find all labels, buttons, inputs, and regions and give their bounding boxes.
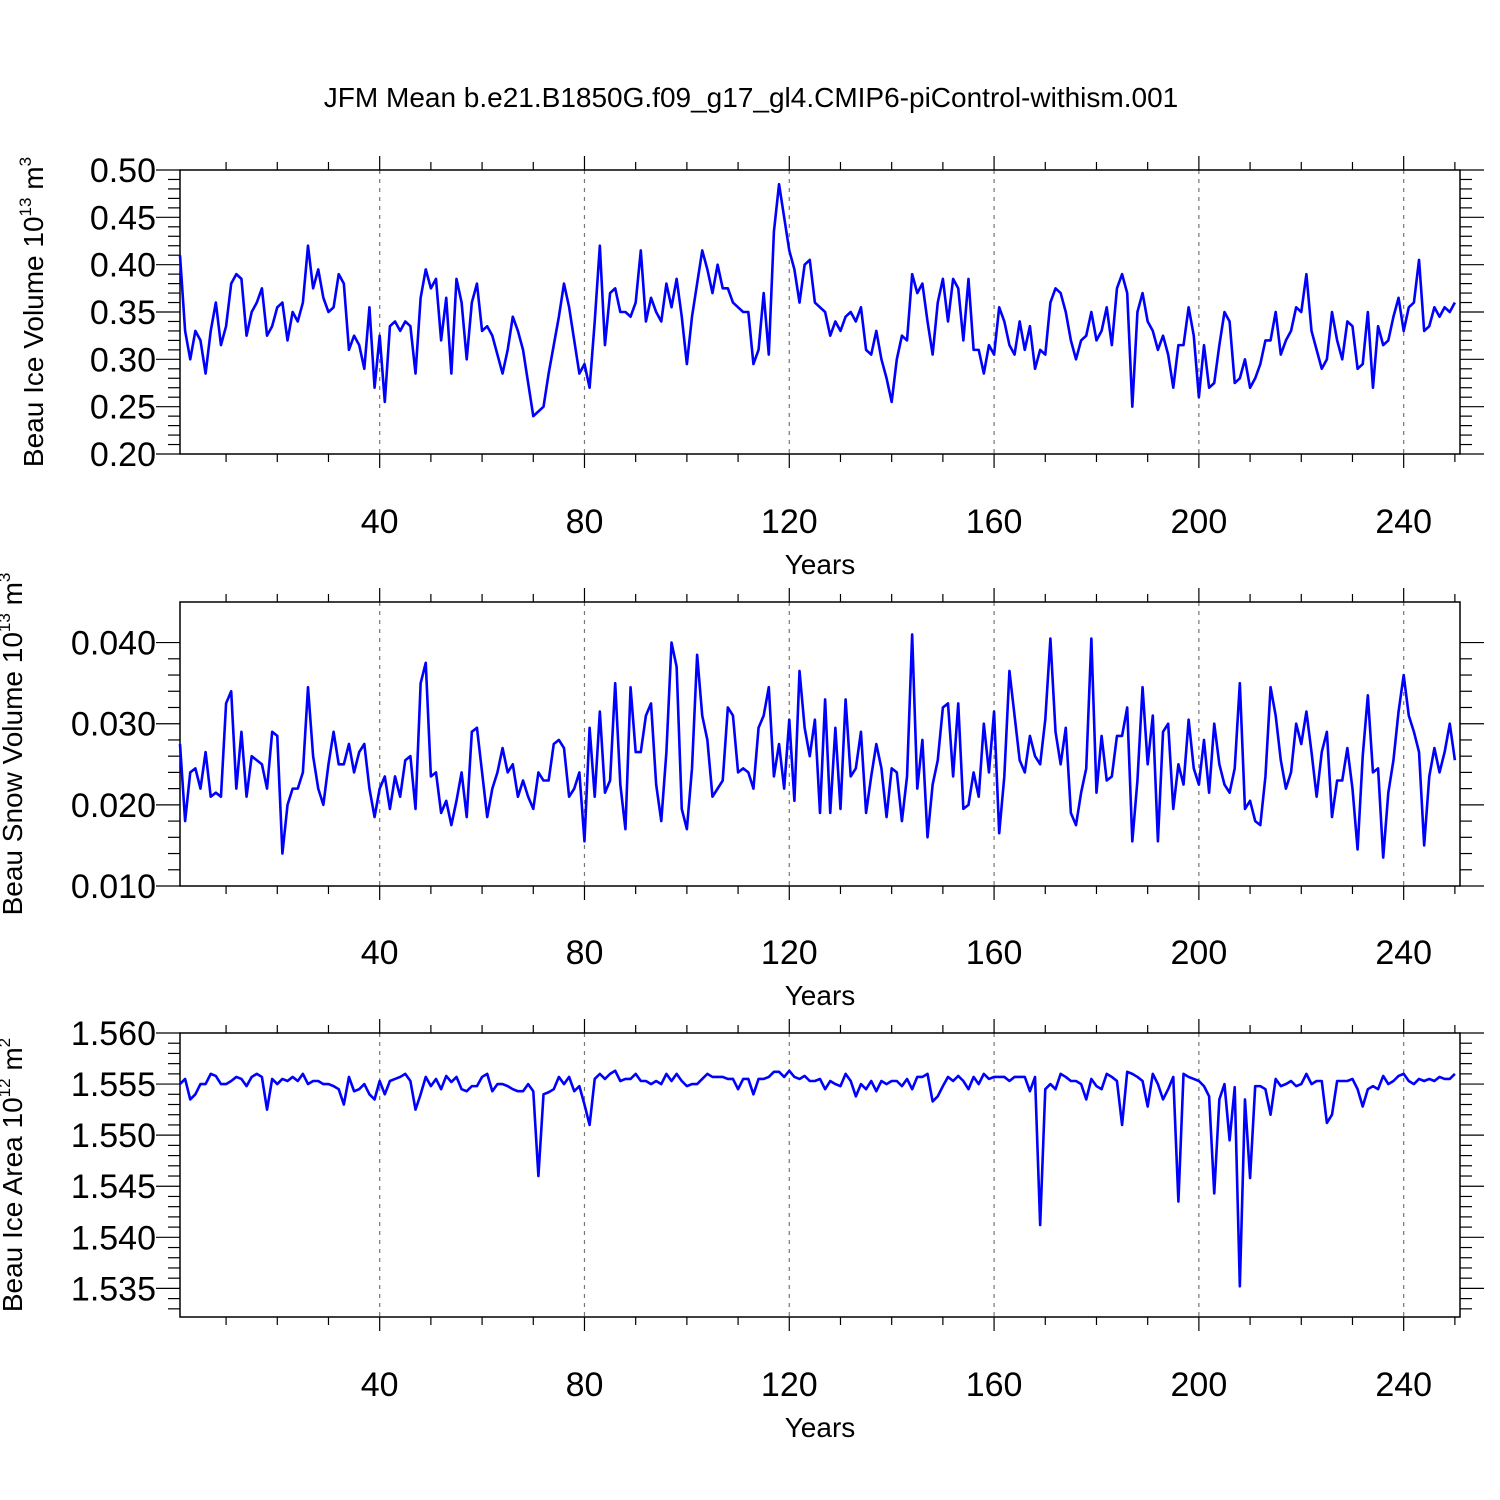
x-tick-label: 160: [966, 1366, 1023, 1404]
x-tick-label: 80: [566, 503, 604, 541]
chart-title: JFM Mean b.e21.B1850G.f09_g17_gl4.CMIP6-…: [324, 82, 1178, 113]
panels: 40 80 120 160 200 240Years0.200.250.300.350.4…: [0, 152, 1484, 1443]
y-tick-label: 1.535: [71, 1270, 156, 1308]
y-axis-title-unit-exponent: 3: [0, 573, 14, 582]
y-tick-label: 0.030: [71, 706, 156, 744]
series-line: [179, 1069, 1456, 1288]
y-axis-title-unit: m: [18, 166, 49, 197]
x-tick-label: 160: [966, 503, 1023, 541]
x-tick-label: 200: [1171, 1366, 1228, 1404]
y-axis-title-main: Beau Ice Area 10: [0, 1097, 28, 1312]
y-axis-title-unit-exponent: 2: [0, 1038, 14, 1047]
panel-3: 40 80 120 160 200 240 Years 1.535 1.540 1.545 1.55…: [0, 1015, 1484, 1443]
y-tick-label: 0.20: [90, 436, 156, 474]
y-tick-label: 0.40: [90, 247, 156, 285]
y-axis-title-main: Beau Ice Volume 10: [18, 216, 49, 467]
y-axis-title-exponent: 13: [0, 613, 14, 632]
x-axis-title: Years: [785, 549, 856, 580]
x-axis-title: Years: [785, 1412, 856, 1443]
y-tick-label: 1.550: [71, 1117, 156, 1155]
x-tick-label: 240: [1375, 1366, 1432, 1404]
y-axis-title-exponent: 13: [16, 198, 35, 217]
plot-frame: [179, 1032, 1461, 1318]
y-tick-label: 1.560: [71, 1015, 156, 1053]
x-tick-label: 80: [566, 934, 604, 972]
x-tick-label: 120: [761, 1366, 818, 1404]
y-tick-label: 0.50: [90, 152, 156, 190]
y-tick-label: 1.540: [71, 1219, 156, 1257]
y-tick-label: 1.555: [71, 1066, 156, 1104]
x-tick-label: 240: [1375, 503, 1432, 541]
y-axis-title-unit-exponent: 3: [16, 157, 35, 166]
plot-frame: [179, 169, 1461, 455]
y-axis-title: Beau Snow Volume 1013 m3: [0, 573, 28, 916]
y-tick-label: 0.040: [71, 625, 156, 663]
y-tick-label: 0.010: [71, 868, 156, 906]
x-tick-label: 200: [1171, 934, 1228, 972]
x-tick-label: 40: [361, 1366, 399, 1404]
x-tick-label: 40: [361, 503, 399, 541]
x-tick-label: 120: [761, 503, 818, 541]
y-axis-title: Beau Ice Area 1012 m2: [0, 1038, 28, 1312]
y-tick-label: 0.30: [90, 341, 156, 379]
x-tick-label: 80: [566, 1366, 604, 1404]
series-line: [178, 633, 1457, 859]
y-tick-label: 0.35: [90, 294, 156, 332]
y-axis-title-exponent: 12: [0, 1078, 14, 1097]
y-axis-title-main: Beau Snow Volume 10: [0, 632, 28, 915]
panel-2: 40 80 120 160 200 240 Years 0.010 0.020 0.030 0.04…: [0, 573, 1484, 1011]
x-axis-title: Years: [785, 980, 856, 1011]
panel-1: 40 80 120 160 200 240 Years 0.20 0.25 0.30 0.35 0.4…: [16, 152, 1484, 580]
series-line: [178, 182, 1457, 418]
y-axis-title-unit: m: [0, 1047, 28, 1078]
x-tick-label: 240: [1375, 934, 1432, 972]
y-axis-title-unit: m: [0, 582, 28, 613]
y-axis-title: Beau Ice Volume 1013 m3: [16, 157, 49, 467]
x-tick-label: 40: [361, 934, 399, 972]
x-tick-label: 200: [1171, 503, 1228, 541]
y-tick-label: 0.45: [90, 199, 156, 237]
x-tick-label: 120: [761, 934, 818, 972]
y-tick-label: 1.545: [71, 1168, 156, 1206]
y-tick-label: 0.25: [90, 389, 156, 427]
x-tick-label: 160: [966, 934, 1023, 972]
y-tick-label: 0.020: [71, 787, 156, 825]
